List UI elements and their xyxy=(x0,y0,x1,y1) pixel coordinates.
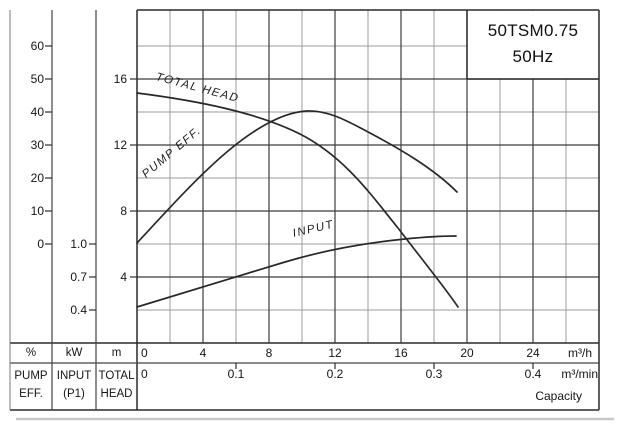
m3h-tick-16: 16 xyxy=(394,346,408,360)
legend-input-line1: INPUT xyxy=(56,370,92,382)
percent-tick-50: 50 xyxy=(30,72,44,86)
percent-tick-30: 30 xyxy=(30,138,44,152)
x-axis-title: Capacity xyxy=(535,389,582,403)
percent-tick-60: 60 xyxy=(30,39,44,53)
m3h-tick-20: 20 xyxy=(460,346,474,360)
kw-tick-0.7: 0.7 xyxy=(70,270,87,284)
percent-tick-20: 20 xyxy=(30,171,44,185)
legend-head-line1: TOTAL xyxy=(98,370,135,382)
title-box xyxy=(467,10,599,79)
legend-input-line2: (P1) xyxy=(63,388,85,400)
m3min-tick-0.3: 0.3 xyxy=(425,367,443,381)
total-head-curve xyxy=(136,92,459,308)
m3h-tick-4: 4 xyxy=(199,346,207,360)
m-tick-8: 8 xyxy=(120,204,127,218)
percent-tick-0: 0 xyxy=(37,237,44,251)
m3h-tick-8: 8 xyxy=(265,346,273,360)
m3h-tick-12: 12 xyxy=(328,346,342,360)
frequency: 50Hz xyxy=(512,47,554,66)
m3min-tick-0: 0 xyxy=(141,367,148,381)
input-curve xyxy=(136,235,457,308)
m3min-tick-0.2: 0.2 xyxy=(326,367,344,381)
kw-tick-1.0: 1.0 xyxy=(70,237,87,251)
m3min-tick-0.4: 0.4 xyxy=(524,367,542,381)
unit-cell-m: m xyxy=(111,347,122,359)
m-tick-16: 16 xyxy=(113,72,127,86)
pump-eff-curve xyxy=(136,110,458,244)
percent-tick-40: 40 xyxy=(30,105,44,119)
m-tick-4: 4 xyxy=(120,270,127,284)
model-number: 50TSM0.75 xyxy=(487,21,579,40)
m3min-unit-label: m³/min xyxy=(561,367,598,381)
unit-cell-kw: kW xyxy=(65,347,83,359)
legend-head-line2: HEAD xyxy=(100,388,133,400)
unit-cell-percent: % xyxy=(25,347,37,359)
m3min-tick-0.1: 0.1 xyxy=(227,367,245,381)
m3h-tick-0: 0 xyxy=(141,346,148,360)
m3h-tick-24: 24 xyxy=(526,346,540,360)
kw-tick-0.4: 0.4 xyxy=(70,303,87,317)
m3h-unit-label: m³/h xyxy=(568,346,592,360)
legend-pump-eff-line2: EFF. xyxy=(19,388,43,400)
legend-pump-eff-line1: PUMP xyxy=(14,370,48,382)
axis-ticks xyxy=(45,45,534,369)
m-tick-12: 12 xyxy=(113,138,127,152)
percent-tick-10: 10 xyxy=(30,204,44,218)
